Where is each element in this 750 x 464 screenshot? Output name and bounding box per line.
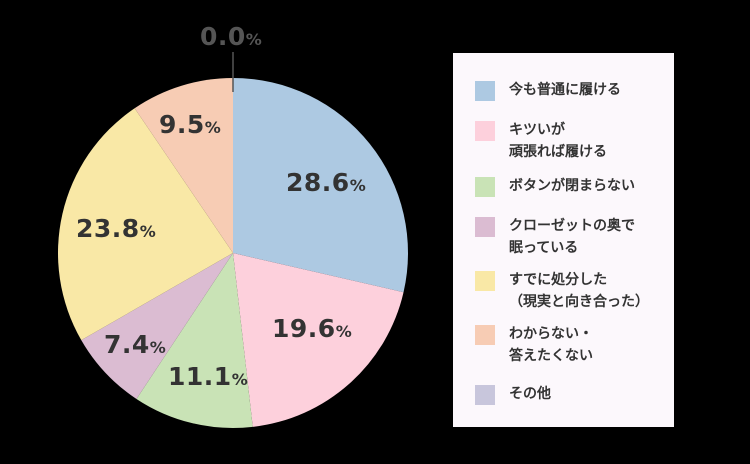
legend-item: キツいが 頑張れば履ける bbox=[475, 119, 607, 163]
pie-slice bbox=[136, 253, 253, 428]
slice-label-0: 28.6% bbox=[286, 168, 367, 197]
legend-swatch bbox=[475, 385, 495, 405]
legend-swatch bbox=[475, 271, 495, 291]
legend-swatch bbox=[475, 217, 495, 237]
legend-item: すでに処分した （現実と向き合った） bbox=[475, 269, 649, 313]
legend: 今も普通に履ける キツいが 頑張れば履ける ボタンが閉まらない クローゼットの奥… bbox=[453, 53, 674, 427]
pie-slice bbox=[134, 78, 233, 253]
legend-swatch bbox=[475, 121, 495, 141]
slice-label-5: 9.5% bbox=[159, 110, 222, 139]
legend-item: その他 bbox=[475, 383, 551, 405]
pie-slice bbox=[57, 108, 233, 341]
slice-label-6: 0.0% bbox=[200, 22, 263, 51]
pie-slice bbox=[81, 253, 233, 399]
legend-item: ボタンが閉まらない bbox=[475, 175, 635, 197]
legend-swatch bbox=[475, 177, 495, 197]
slice-label-3: 7.4% bbox=[104, 330, 167, 359]
slice-label-1: 19.6% bbox=[272, 314, 353, 343]
legend-swatch bbox=[475, 81, 495, 101]
legend-item: わからない・ 答えたくない bbox=[475, 323, 593, 367]
legend-swatch bbox=[475, 325, 495, 345]
legend-item: 今も普通に履ける bbox=[475, 79, 621, 101]
pie-slice bbox=[233, 78, 409, 293]
slice-label-2: 11.1% bbox=[168, 362, 249, 391]
legend-item: クローゼットの奥で 眠っている bbox=[475, 215, 635, 259]
pie-slice bbox=[233, 253, 404, 427]
slice-label-4: 23.8% bbox=[76, 214, 157, 243]
